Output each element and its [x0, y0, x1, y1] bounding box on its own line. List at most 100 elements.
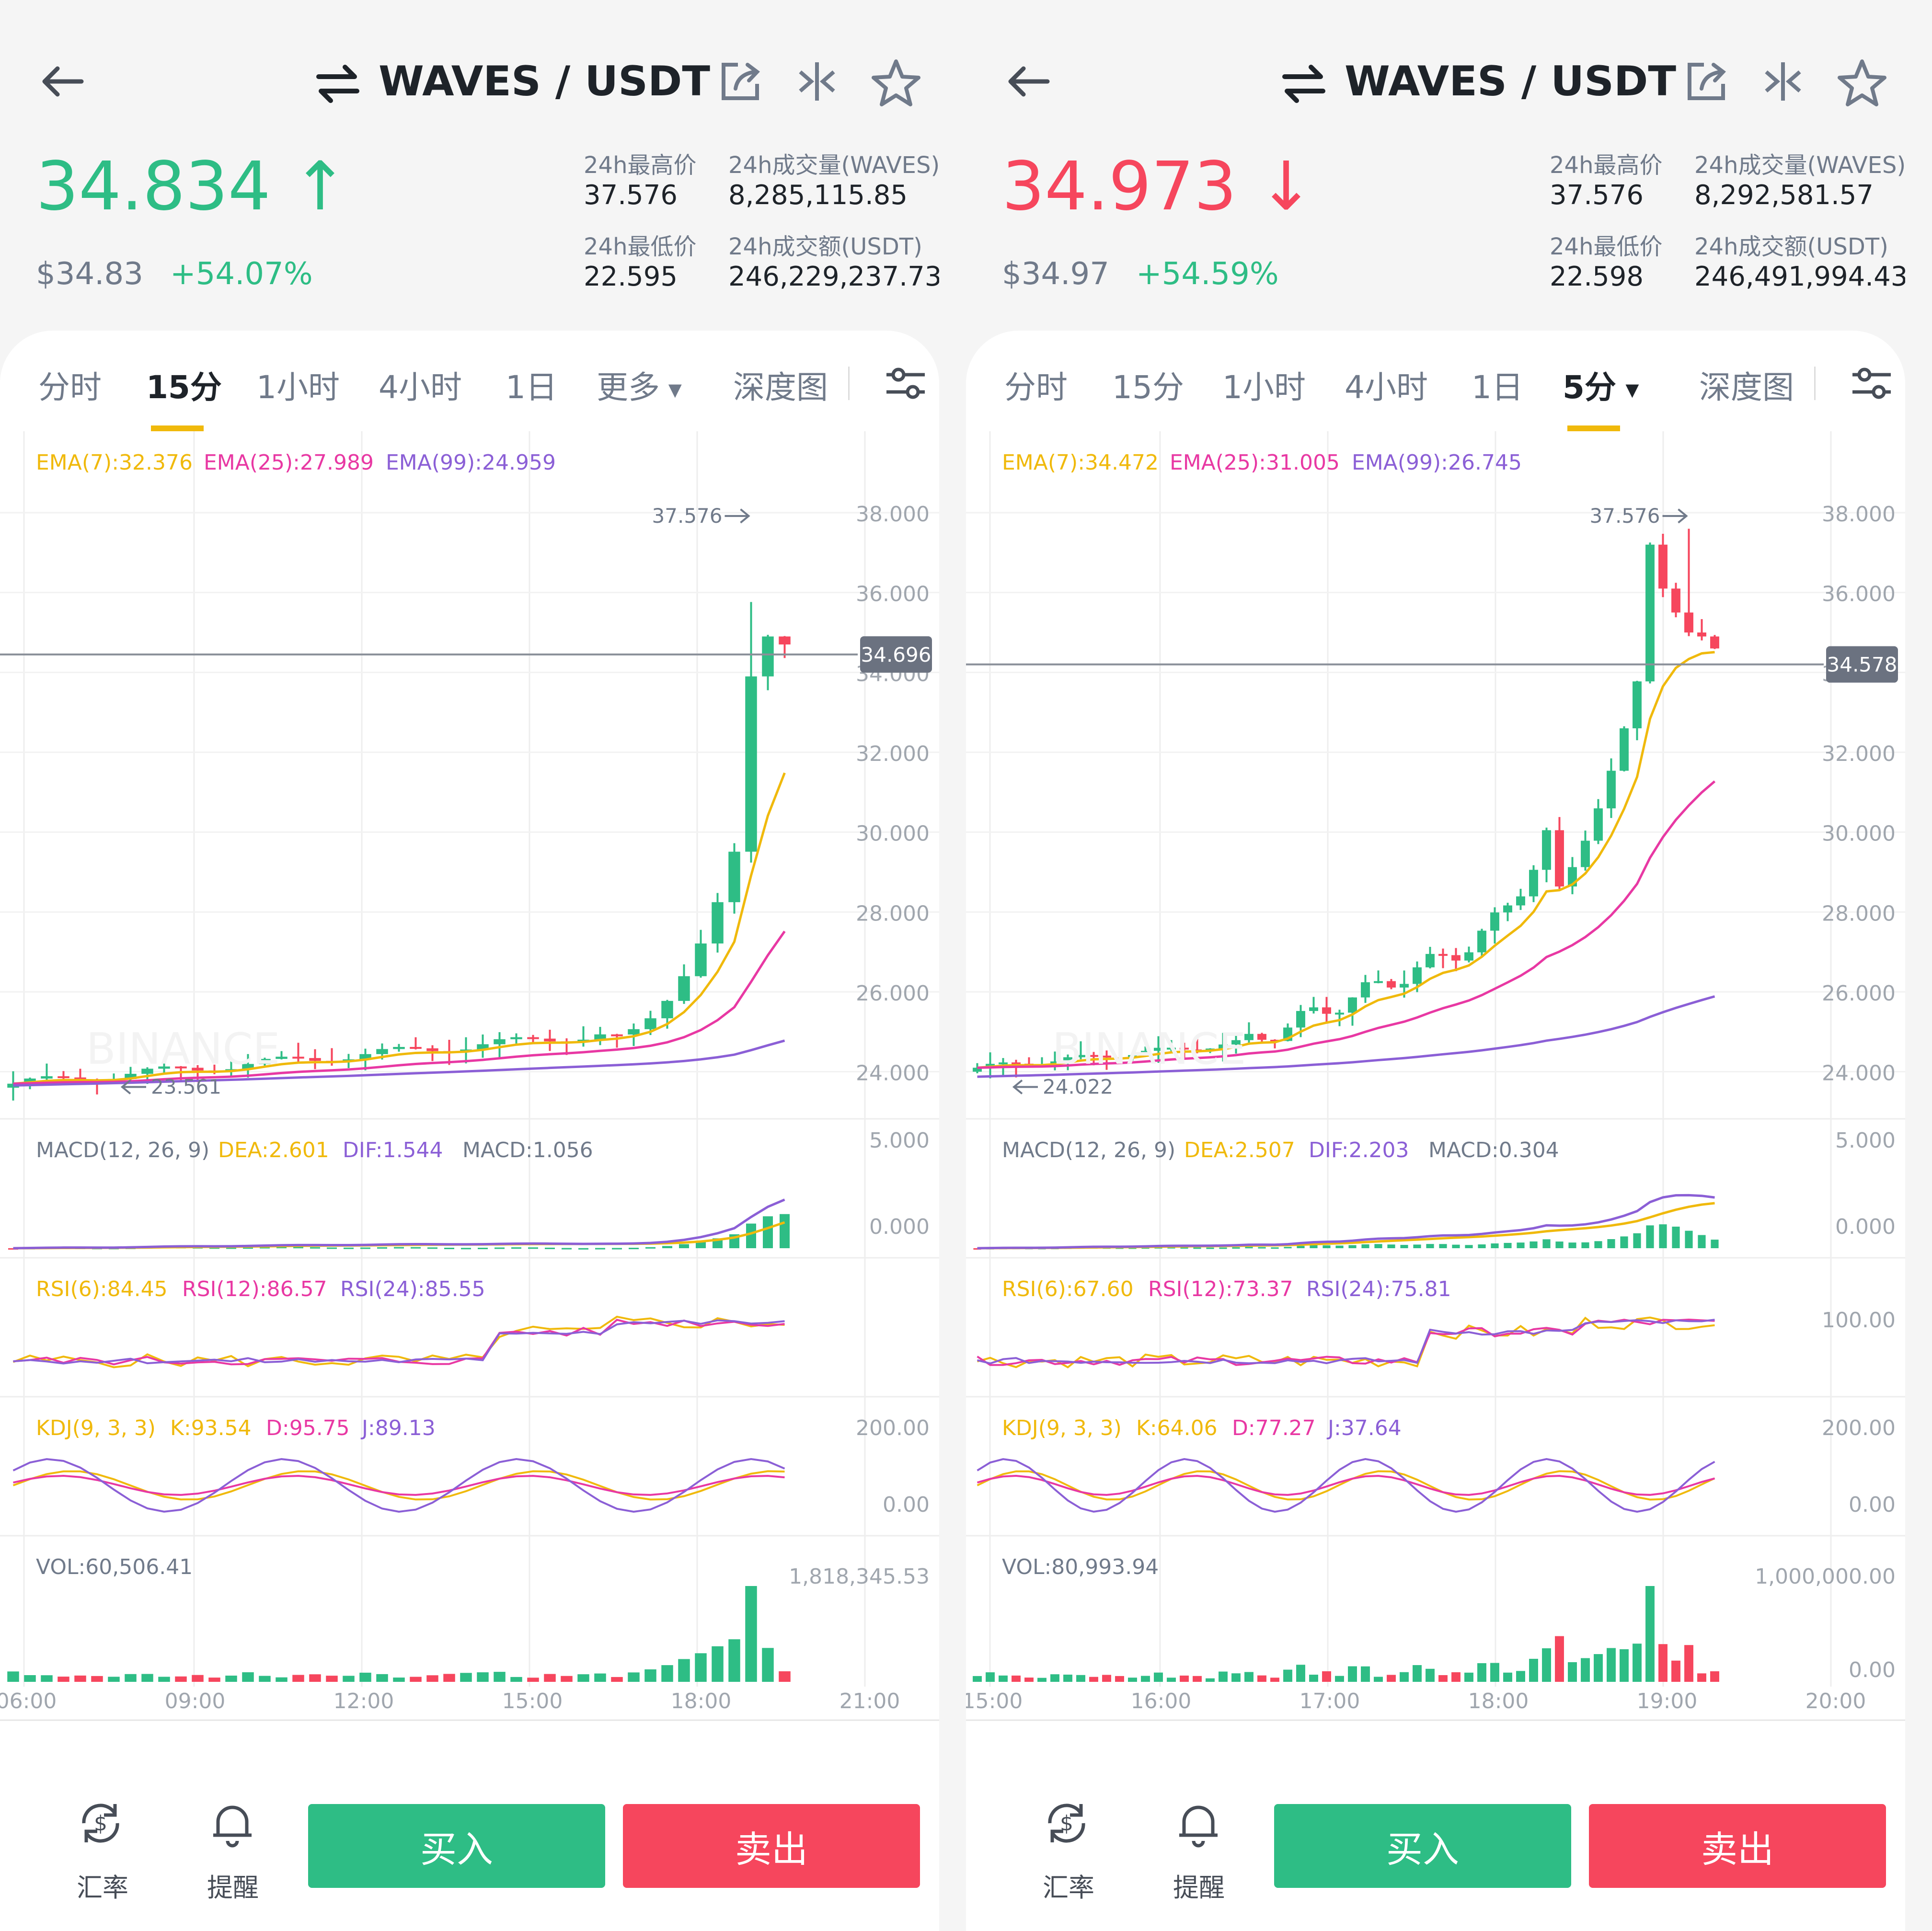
macd-bar	[327, 1247, 337, 1249]
fiat-price: $34.83	[36, 256, 143, 292]
candle-body	[477, 1044, 489, 1050]
macd-bar	[1271, 1247, 1279, 1249]
volume-bar	[561, 1676, 573, 1682]
candle-body	[1167, 1047, 1176, 1050]
macd-dif-line	[977, 1194, 1715, 1250]
back-arrow-icon[interactable]	[1002, 55, 1055, 108]
bell-icon[interactable]	[1172, 1797, 1225, 1850]
back-arrow-icon[interactable]	[36, 55, 89, 108]
tab-3[interactable]: 4小时	[1345, 369, 1428, 406]
swap-pair-icon[interactable]	[314, 60, 362, 108]
tab-2[interactable]: 1小时	[1222, 369, 1306, 406]
price-axis-label: 32.000	[856, 742, 930, 766]
volume-bar	[208, 1678, 220, 1682]
dropdown-caret-icon[interactable]: ▾	[1616, 374, 1639, 405]
exchange-rate-label[interactable]: 汇率	[77, 1873, 128, 1903]
kline-chart[interactable]: 38.00036.00034.00032.00030.00028.00026.0…	[0, 431, 939, 1725]
price-axis-label: 38.000	[1822, 502, 1896, 527]
volume-bar	[745, 1586, 757, 1682]
tab-6[interactable]: 深度图	[733, 369, 828, 406]
tab-4[interactable]: 1日	[1472, 369, 1523, 406]
change-percent: +54.59%	[1136, 256, 1279, 292]
macd-title: MACD(12, 26, 9)	[36, 1138, 209, 1162]
candle-body	[611, 1034, 623, 1036]
chart-mode-icon[interactable]	[793, 57, 841, 105]
candle-body	[1102, 1056, 1111, 1058]
volume-bar	[510, 1677, 522, 1682]
volume-bar	[1076, 1675, 1085, 1682]
tab-6[interactable]: 深度图	[1699, 369, 1794, 406]
tab-0[interactable]: 分时	[1004, 369, 1068, 406]
volume-bar	[192, 1675, 204, 1682]
volume-bar	[1309, 1675, 1318, 1682]
buy-button[interactable]: 买入	[308, 1804, 605, 1888]
candle-body	[1451, 955, 1460, 961]
tab-5[interactable]: 5分 ▾	[1563, 369, 1639, 406]
volume-base-value: 8,285,115.85	[728, 180, 908, 211]
swap-pair-icon[interactable]	[1280, 60, 1328, 108]
macd-bar	[696, 1241, 706, 1248]
last-price-tag: 34.578	[1827, 653, 1898, 677]
chart-settings-icon[interactable]	[1850, 364, 1893, 402]
macd-dif-line	[13, 1198, 785, 1250]
volume-bar	[1322, 1671, 1331, 1682]
candle-body	[259, 1058, 271, 1064]
tab-1[interactable]: 15分	[146, 369, 222, 406]
pair-title[interactable]: WAVES / USDT	[1345, 57, 1677, 105]
volume-bar	[7, 1671, 19, 1682]
time-axis-label: 18:00	[1468, 1689, 1529, 1713]
exchange-rate-icon[interactable]: $	[1040, 1797, 1093, 1850]
dropdown-caret-icon[interactable]: ▾	[660, 374, 682, 405]
tab-5[interactable]: 更多 ▾	[597, 369, 682, 406]
macd-bar	[1620, 1236, 1628, 1248]
volume-bar	[1542, 1648, 1551, 1682]
chart-settings-icon[interactable]	[884, 364, 927, 402]
favorite-star-icon[interactable]	[870, 57, 922, 110]
tab-3[interactable]: 4小时	[379, 369, 462, 406]
sell-button[interactable]: 卖出	[1589, 1804, 1886, 1888]
price-direction-icon: ↓	[1258, 148, 1314, 226]
alert-label[interactable]: 提醒	[207, 1873, 259, 1903]
volume-bar	[1451, 1672, 1460, 1682]
candle-body	[1154, 1047, 1163, 1051]
volume-quote-value: 246,229,237.73	[728, 261, 939, 292]
kdj-line	[977, 1470, 1715, 1501]
alert-label[interactable]: 提醒	[1173, 1873, 1225, 1903]
tab-2[interactable]: 1小时	[256, 369, 340, 406]
candle-body	[41, 1076, 53, 1079]
share-icon[interactable]	[716, 57, 764, 105]
volume-bar	[1102, 1675, 1111, 1682]
sell-button[interactable]: 卖出	[623, 1804, 920, 1888]
favorite-star-icon[interactable]	[1836, 57, 1888, 110]
macd-title: MACD(12, 26, 9)	[1002, 1138, 1175, 1162]
bell-icon[interactable]	[206, 1797, 259, 1850]
kdj-axis-label: 0.00	[883, 1493, 930, 1517]
candle-body	[1645, 544, 1655, 682]
candle-body	[24, 1078, 36, 1084]
buy-button[interactable]: 买入	[1274, 1804, 1571, 1888]
pair-title[interactable]: WAVES / USDT	[379, 57, 711, 105]
volume-bar	[999, 1675, 1008, 1682]
exchange-rate-icon[interactable]: $	[74, 1797, 127, 1850]
chart-mode-icon[interactable]	[1759, 57, 1807, 105]
macd-bar	[1322, 1245, 1331, 1248]
kline-chart[interactable]: 38.00036.00034.00032.00030.00028.00026.0…	[966, 431, 1905, 1725]
high-marker-arrow	[1662, 508, 1688, 524]
volume-base-value: 8,292,581.57	[1694, 180, 1874, 211]
tab-1[interactable]: 15分	[1112, 369, 1184, 406]
share-icon[interactable]	[1682, 57, 1730, 105]
candle-body	[527, 1037, 539, 1039]
kdj-title: KDJ(9, 3, 3)	[1002, 1416, 1122, 1440]
volume-bar	[393, 1678, 405, 1682]
exchange-rate-label[interactable]: 汇率	[1043, 1873, 1094, 1903]
candle-body	[712, 902, 724, 944]
macd-bar	[461, 1248, 471, 1250]
tab-4[interactable]: 1日	[506, 369, 557, 406]
last-price-tag-bg	[1826, 646, 1898, 683]
time-axis-label: 18:00	[671, 1689, 732, 1713]
volume-bar	[1400, 1672, 1409, 1682]
volume-bar	[309, 1674, 321, 1682]
tab-0[interactable]: 分时	[38, 369, 102, 406]
macd-bar	[1167, 1247, 1175, 1249]
price-axis-label: 24.000	[1822, 1061, 1896, 1086]
